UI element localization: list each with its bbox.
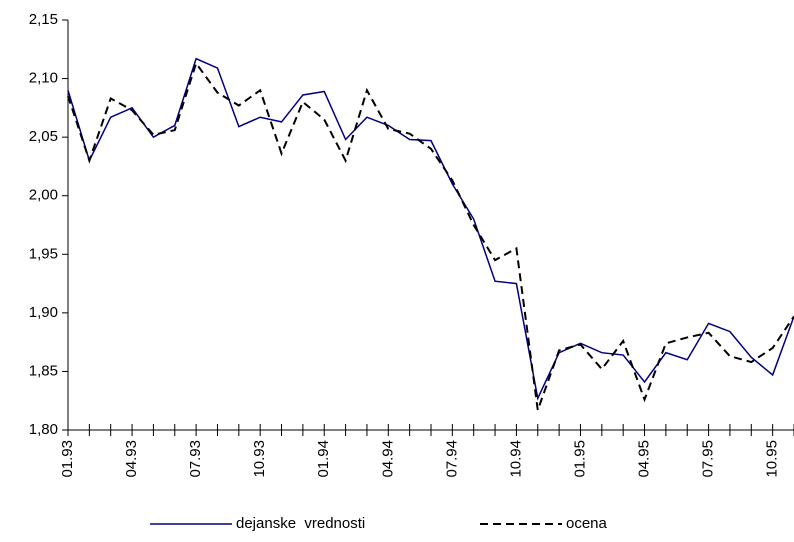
legend-label: dejanske vrednosti (236, 515, 365, 532)
y-tick-label: 2,15 (29, 11, 58, 28)
y-tick-label: 1,95 (29, 245, 58, 262)
x-tick-label: 10.95 (764, 440, 781, 478)
y-tick-label: 1,80 (29, 421, 58, 438)
x-tick-label: 10.93 (251, 440, 268, 478)
x-tick-label: 07.94 (443, 440, 460, 478)
y-tick-label: 1,85 (29, 362, 58, 379)
x-tick-label: 07.93 (187, 440, 204, 478)
x-tick-label: 01.93 (59, 440, 76, 478)
legend-label: ocena (566, 515, 608, 532)
y-tick-label: 2,00 (29, 187, 58, 204)
x-tick-label: 04.95 (635, 440, 652, 478)
x-tick-label: 01.95 (571, 440, 588, 478)
y-tick-label: 2,10 (29, 70, 58, 87)
x-tick-label: 04.93 (123, 440, 140, 478)
data-line (67, 57, 794, 401)
x-tick-label: 04.94 (379, 440, 396, 478)
x-tick-label: 07.95 (700, 440, 717, 478)
x-tick-label: 10.94 (507, 440, 524, 478)
y-tick-label: 2,05 (29, 128, 58, 145)
x-tick-label: 01.94 (315, 440, 332, 478)
data-line (67, 61, 794, 411)
y-tick-label: 1,90 (29, 304, 58, 321)
